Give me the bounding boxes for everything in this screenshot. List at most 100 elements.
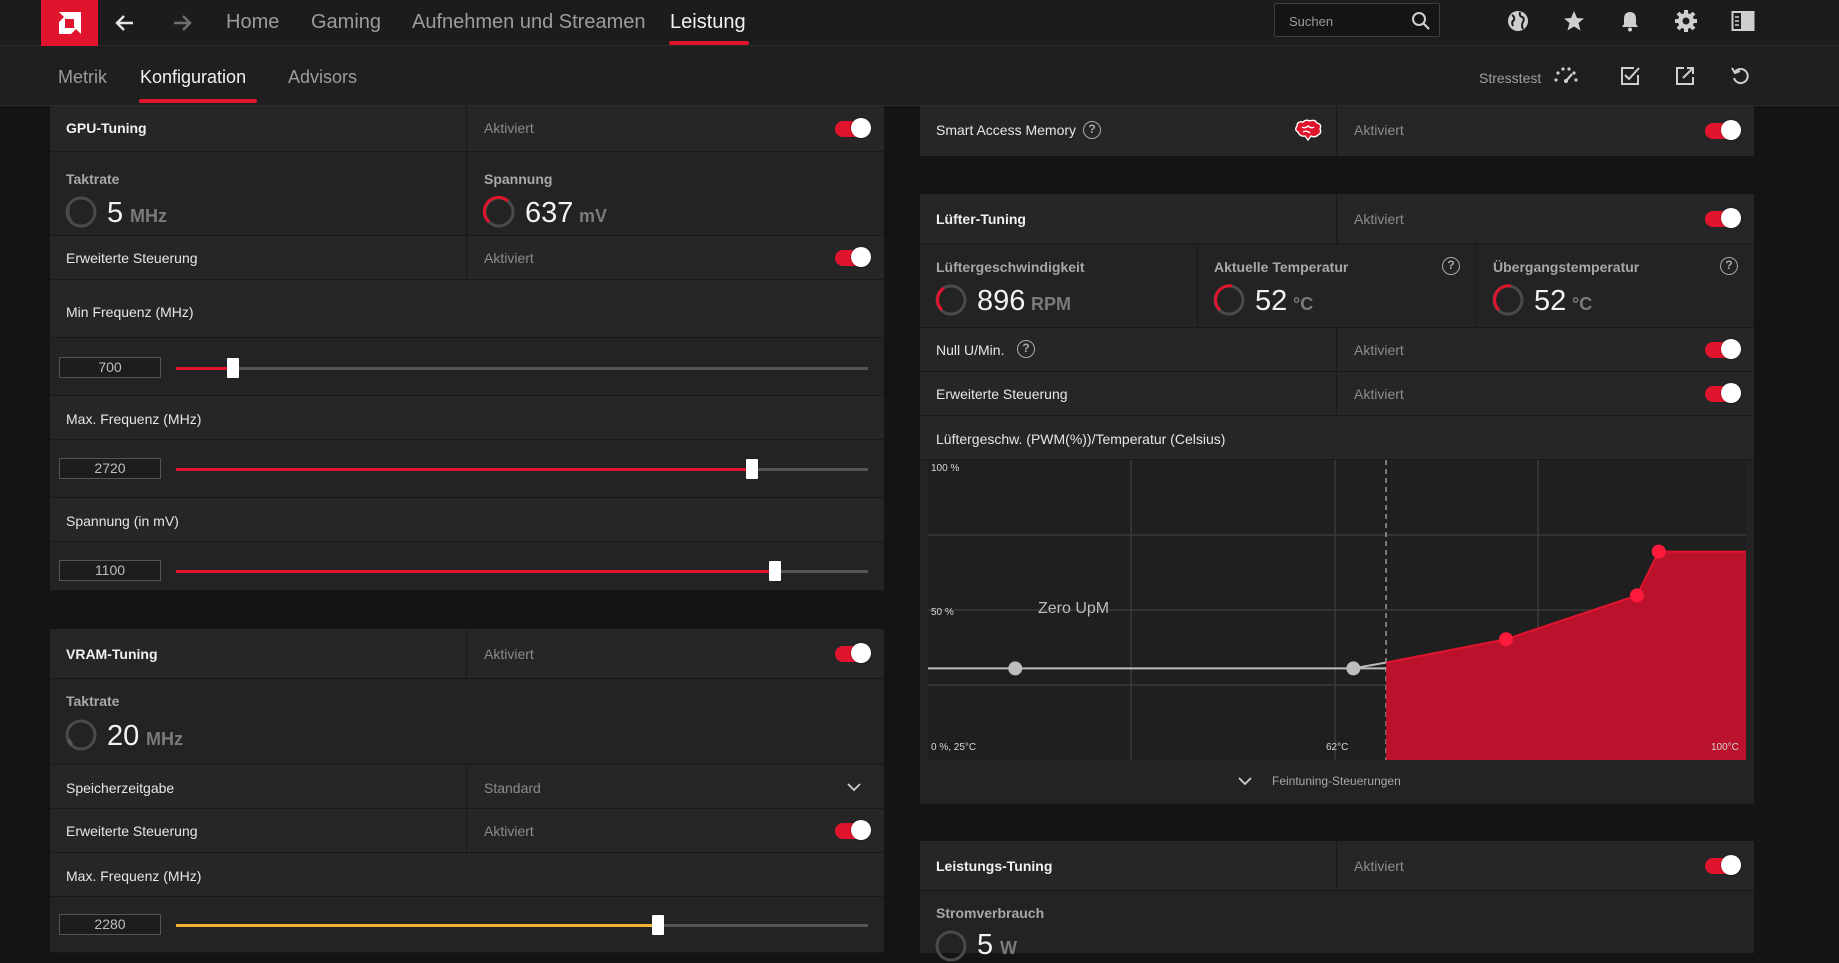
max-freq-slider-row: 2720 bbox=[50, 440, 884, 498]
min-freq-slider-row: 700 bbox=[50, 338, 884, 396]
export-icon bbox=[1676, 67, 1694, 85]
min-freq-slider-track[interactable] bbox=[176, 367, 868, 370]
current-temp-unit: °C bbox=[1293, 294, 1314, 314]
bell-icon bbox=[1622, 12, 1638, 32]
amd-logo[interactable] bbox=[41, 0, 98, 46]
min-freq-slider-thumb[interactable] bbox=[227, 358, 240, 378]
help-icon[interactable]: ? bbox=[1017, 340, 1035, 358]
power-gauge bbox=[935, 930, 967, 962]
vram-clock-label: Taktrate bbox=[66, 693, 120, 709]
globe-button[interactable] bbox=[1503, 6, 1533, 36]
vram-clock-unit: MHz bbox=[146, 729, 183, 749]
back-button[interactable] bbox=[110, 8, 140, 38]
sam-label: Smart Access Memory bbox=[936, 122, 1077, 138]
brain-icon bbox=[1295, 119, 1322, 142]
power-tuning-toggle[interactable] bbox=[1705, 855, 1741, 875]
fan-speed-unit: RPM bbox=[1031, 294, 1071, 314]
gpu-tuning-panel: GPU-Tuning Aktiviert Taktrate 5 MHz Span… bbox=[50, 106, 884, 591]
reset-button[interactable] bbox=[1728, 63, 1754, 89]
vram-advanced-label: Erweiterte Steuerung bbox=[66, 823, 198, 839]
help-icon[interactable]: ? bbox=[1442, 257, 1460, 275]
gpu-tuning-toggle[interactable] bbox=[835, 118, 871, 138]
gpu-tuning-header: GPU-Tuning Aktiviert bbox=[50, 106, 884, 152]
finetune-row[interactable]: Feintuning-Steuerungen bbox=[920, 760, 1754, 804]
tab-active-indicator bbox=[139, 99, 257, 103]
junction-temp-unit: °C bbox=[1572, 294, 1593, 314]
gpu-voltage-unit: mV bbox=[579, 206, 608, 226]
forward-button[interactable] bbox=[167, 8, 197, 38]
zero-rpm-toggle[interactable] bbox=[1705, 339, 1741, 359]
nav-record-stream[interactable]: Aufnehmen und Streamen bbox=[412, 11, 646, 33]
stresstest-button[interactable] bbox=[1553, 63, 1579, 89]
power-tuning-status: Aktiviert bbox=[1354, 858, 1404, 874]
smart-access-memory-panel: Smart Access Memory ? Aktiviert bbox=[920, 106, 1754, 156]
fan-advanced-row: Erweiterte Steuerung Aktiviert bbox=[920, 372, 1754, 416]
gear-icon bbox=[1675, 10, 1697, 32]
power-unit: W bbox=[1000, 938, 1017, 958]
junction-temp-label: Übergangstemperatur bbox=[1493, 259, 1640, 275]
help-icon[interactable]: ? bbox=[1083, 121, 1101, 139]
help-icon[interactable]: ? bbox=[1720, 257, 1738, 275]
voltage-input[interactable]: 1100 bbox=[59, 560, 161, 581]
star-icon bbox=[1564, 11, 1584, 31]
max-freq-input[interactable]: 2720 bbox=[59, 458, 161, 479]
power-label: Stromverbrauch bbox=[936, 905, 1045, 921]
fan-curve-chart[interactable]: 100 % 50 % 0 %, 25°C 62°C 100°C Zero UpM bbox=[928, 460, 1746, 760]
vram-tuning-status: Aktiviert bbox=[484, 646, 534, 662]
y-tick-0: 0 %, 25°C bbox=[931, 742, 977, 753]
vram-clock-gauge bbox=[65, 719, 97, 751]
fan-curve-area bbox=[1386, 551, 1746, 760]
memory-timing-select[interactable]: Standard bbox=[484, 780, 541, 796]
fan-advanced-toggle[interactable] bbox=[1705, 383, 1741, 403]
nav-gaming[interactable]: Gaming bbox=[311, 11, 382, 33]
speedometer-icon bbox=[1554, 67, 1578, 83]
notifications-button[interactable] bbox=[1615, 6, 1645, 36]
current-temp-label: Aktuelle Temperatur bbox=[1214, 259, 1349, 275]
vram-max-freq-label-row: Max. Frequenz (MHz) bbox=[50, 853, 884, 897]
gpu-tuning-title: GPU-Tuning bbox=[66, 120, 147, 136]
search-box[interactable]: Suchen bbox=[1274, 3, 1440, 37]
chevron-down-icon[interactable] bbox=[847, 780, 861, 794]
panel-layout-icon bbox=[1731, 11, 1755, 31]
vram-max-freq-input[interactable]: 2280 bbox=[59, 914, 161, 935]
settings-button[interactable] bbox=[1671, 6, 1701, 36]
fan-speed-gauge bbox=[935, 284, 967, 316]
y-tick-50: 50 % bbox=[931, 607, 954, 618]
max-freq-label-row: Max. Frequenz (MHz) bbox=[50, 396, 884, 440]
power-value: 5 bbox=[977, 929, 994, 961]
apply-button[interactable] bbox=[1617, 63, 1643, 89]
min-freq-slider-fill bbox=[176, 367, 234, 370]
gpu-metrics-row: Taktrate 5 MHz Spannung 637 mV bbox=[50, 152, 884, 236]
nav-home[interactable]: Home bbox=[226, 11, 280, 33]
min-freq-input[interactable]: 700 bbox=[59, 357, 161, 378]
vram-advanced-toggle[interactable] bbox=[835, 820, 871, 840]
max-freq-slider-thumb[interactable] bbox=[745, 459, 758, 479]
voltage-slider-fill bbox=[176, 570, 775, 573]
max-freq-label: Max. Frequenz (MHz) bbox=[66, 411, 202, 427]
tab-configuration[interactable]: Konfiguration bbox=[140, 67, 247, 87]
chevron-down-icon[interactable] bbox=[1238, 774, 1252, 788]
zero-rpm-row: Null U/Min. ? Aktiviert bbox=[920, 328, 1754, 372]
gpu-advanced-toggle[interactable] bbox=[835, 247, 871, 267]
vram-max-freq-slider-thumb[interactable] bbox=[652, 915, 665, 935]
memory-timing-label: Speicherzeitgabe bbox=[66, 780, 175, 796]
gpu-clock-value: 5 bbox=[107, 197, 124, 229]
fan-tuning-toggle[interactable] bbox=[1705, 208, 1741, 228]
sam-status: Aktiviert bbox=[1354, 122, 1404, 138]
export-button[interactable] bbox=[1672, 63, 1698, 89]
fan-curve-svg[interactable] bbox=[928, 460, 1746, 760]
min-freq-label-row: Min Frequenz (MHz) bbox=[50, 280, 884, 338]
nav-performance[interactable]: Leistung bbox=[670, 11, 746, 33]
favorites-button[interactable] bbox=[1559, 6, 1589, 36]
stresstest-label[interactable]: Stresstest bbox=[1479, 70, 1542, 86]
finetune-label[interactable]: Feintuning-Steuerungen bbox=[1272, 774, 1401, 788]
sidebar-toggle-button[interactable] bbox=[1728, 6, 1758, 36]
tab-advisors[interactable]: Advisors bbox=[288, 67, 358, 87]
search-icon[interactable] bbox=[1411, 11, 1431, 31]
tab-metrics[interactable]: Metrik bbox=[58, 67, 107, 87]
arrow-left-icon bbox=[115, 15, 133, 31]
voltage-slider-thumb[interactable] bbox=[768, 561, 781, 581]
sam-toggle[interactable] bbox=[1705, 120, 1741, 140]
vram-tuning-toggle[interactable] bbox=[835, 643, 871, 663]
search-input[interactable]: Suchen bbox=[1289, 14, 1334, 29]
